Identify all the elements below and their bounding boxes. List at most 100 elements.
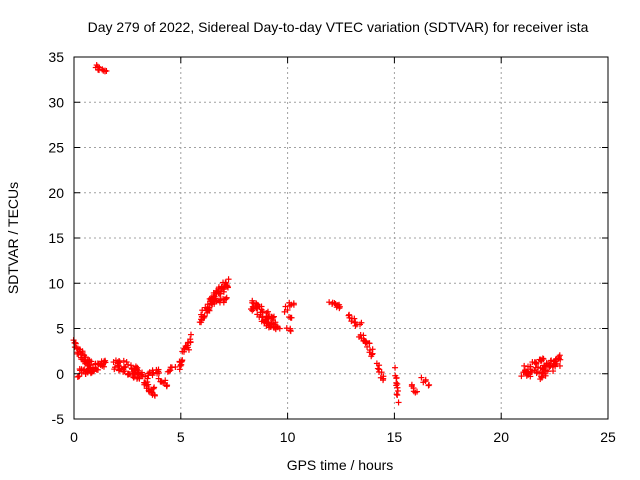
data-point: [166, 368, 173, 375]
data-point: [539, 355, 546, 362]
data-point: [111, 364, 118, 371]
data-point: [223, 294, 230, 301]
data-point: [269, 320, 276, 327]
data-point: [72, 339, 79, 346]
data-point: [102, 359, 109, 366]
y-tick-label: 10: [48, 275, 64, 291]
data-point: [276, 325, 283, 332]
y-tick-label: -5: [52, 411, 65, 427]
data-point: [103, 67, 110, 74]
data-point: [94, 366, 101, 373]
data-point: [264, 319, 271, 326]
chart-title: Day 279 of 2022, Sidereal Day-to-day VTE…: [88, 19, 589, 35]
data-point: [533, 359, 540, 366]
data-point: [418, 374, 425, 381]
data-point: [290, 300, 297, 307]
data-point: [125, 370, 132, 377]
data-point: [80, 358, 87, 365]
data-point: [548, 357, 555, 364]
x-tick-label: 15: [387, 429, 403, 445]
data-point: [187, 331, 194, 338]
data-point: [185, 346, 192, 353]
y-axis-label: SDTVAR / TECUs: [5, 182, 21, 294]
data-point: [380, 375, 387, 382]
y-tick-label: 25: [48, 140, 64, 156]
data-point: [148, 389, 155, 396]
data-point: [521, 362, 528, 369]
data-point: [422, 378, 429, 385]
data-point: [201, 313, 208, 320]
data-point: [184, 342, 191, 349]
data-point: [213, 298, 220, 305]
data-point: [538, 374, 545, 381]
x-tick-label: 0: [70, 429, 78, 445]
y-tick-label: 30: [48, 94, 64, 110]
x-tick-label: 5: [177, 429, 185, 445]
y-tick-label: 15: [48, 230, 64, 246]
data-point: [88, 358, 95, 365]
data-point: [264, 308, 271, 315]
y-tick-label: 35: [48, 49, 64, 65]
data-point: [150, 385, 157, 392]
data-point: [127, 362, 134, 369]
x-tick-label: 10: [280, 429, 296, 445]
data-point: [120, 357, 127, 364]
y-tick-label: 0: [56, 366, 64, 382]
data-point: [179, 357, 186, 364]
data-point: [121, 368, 128, 375]
data-point: [378, 369, 385, 376]
data-point: [206, 306, 213, 313]
data-point: [163, 383, 170, 390]
data-point: [284, 306, 291, 313]
data-point: [528, 369, 535, 376]
data-point: [393, 374, 400, 381]
data-point: [263, 309, 270, 316]
data-point: [220, 299, 227, 306]
data-point: [287, 328, 294, 335]
data-point: [362, 338, 369, 345]
data-point: [259, 308, 266, 315]
data-point: [556, 352, 563, 359]
data-point: [151, 392, 158, 399]
data-point: [534, 364, 541, 371]
data-point: [331, 300, 338, 307]
data-point: [394, 392, 401, 399]
data-point: [358, 319, 365, 326]
data-point: [115, 362, 122, 369]
data-point: [225, 276, 232, 283]
y-tick-label: 5: [56, 321, 64, 337]
data-point: [220, 288, 227, 295]
data-point: [352, 322, 359, 329]
data-point: [413, 388, 420, 395]
data-point: [394, 387, 401, 394]
data-point: [150, 369, 157, 376]
data-point: [369, 350, 376, 357]
data-point: [180, 348, 187, 355]
grid: [74, 57, 608, 419]
data-point: [426, 381, 433, 388]
data-point: [408, 381, 415, 388]
data-point: [550, 368, 557, 375]
data-point: [187, 338, 194, 345]
data-point: [138, 371, 145, 378]
data-point: [282, 303, 289, 310]
axis-ticks: 0 5 10 15 20 25 -5 0 5 10 15 20 25 30 35: [48, 49, 616, 445]
data-point: [124, 371, 131, 378]
data-point: [364, 343, 371, 350]
data-point: [518, 373, 525, 380]
data-point: [281, 308, 288, 315]
x-tick-label: 25: [600, 429, 616, 445]
data-point: [366, 340, 373, 347]
data-point: [525, 369, 532, 376]
data-point: [540, 356, 547, 363]
data-point: [527, 363, 534, 370]
data-point: [288, 314, 295, 321]
data-point: [156, 369, 163, 376]
data-point: [374, 365, 381, 372]
data-point: [556, 362, 563, 369]
data-point: [527, 373, 534, 380]
x-tick-label: 20: [493, 429, 509, 445]
data-point: [176, 366, 183, 373]
data-point: [217, 290, 224, 297]
x-axis-label: GPS time / hours: [287, 457, 394, 473]
